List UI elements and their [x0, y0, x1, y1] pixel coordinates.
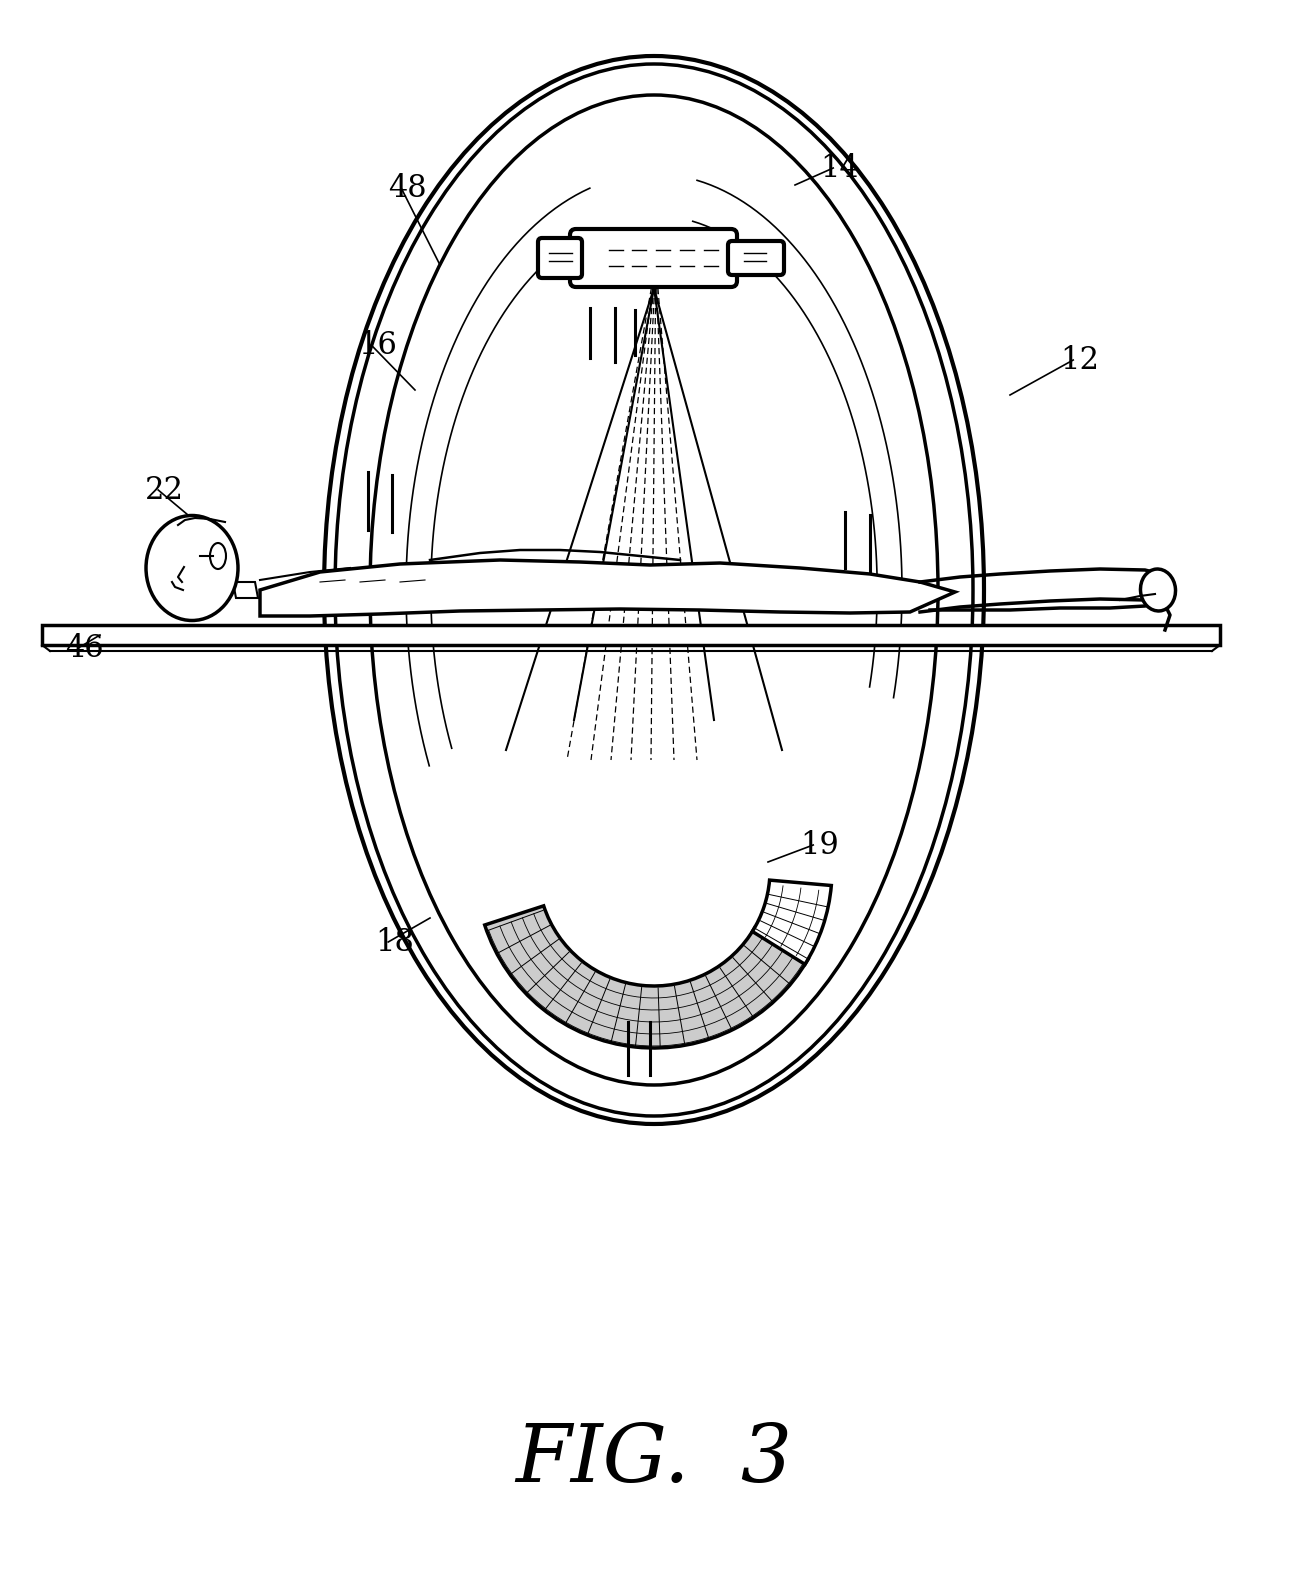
- Ellipse shape: [146, 516, 238, 621]
- Ellipse shape: [211, 543, 226, 568]
- FancyBboxPatch shape: [538, 237, 582, 279]
- Wedge shape: [485, 905, 808, 1048]
- Text: 19: 19: [800, 829, 838, 861]
- Text: 16: 16: [358, 329, 396, 361]
- Text: FIG.  3: FIG. 3: [515, 1422, 793, 1499]
- Bar: [42, 625, 1220, 644]
- Text: 48: 48: [388, 173, 426, 204]
- Text: 46: 46: [65, 633, 103, 663]
- Ellipse shape: [1141, 568, 1176, 611]
- Polygon shape: [260, 560, 955, 616]
- Text: 22: 22: [145, 475, 184, 505]
- FancyBboxPatch shape: [729, 241, 783, 275]
- Polygon shape: [233, 583, 258, 598]
- Text: 14: 14: [820, 152, 859, 184]
- Wedge shape: [752, 880, 832, 964]
- Text: 18: 18: [375, 926, 413, 958]
- Text: 12: 12: [1059, 345, 1099, 375]
- FancyBboxPatch shape: [570, 230, 736, 287]
